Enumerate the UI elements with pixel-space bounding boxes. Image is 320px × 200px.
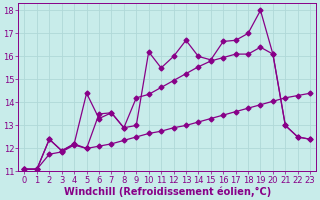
X-axis label: Windchill (Refroidissement éolien,°C): Windchill (Refroidissement éolien,°C): [64, 186, 271, 197]
